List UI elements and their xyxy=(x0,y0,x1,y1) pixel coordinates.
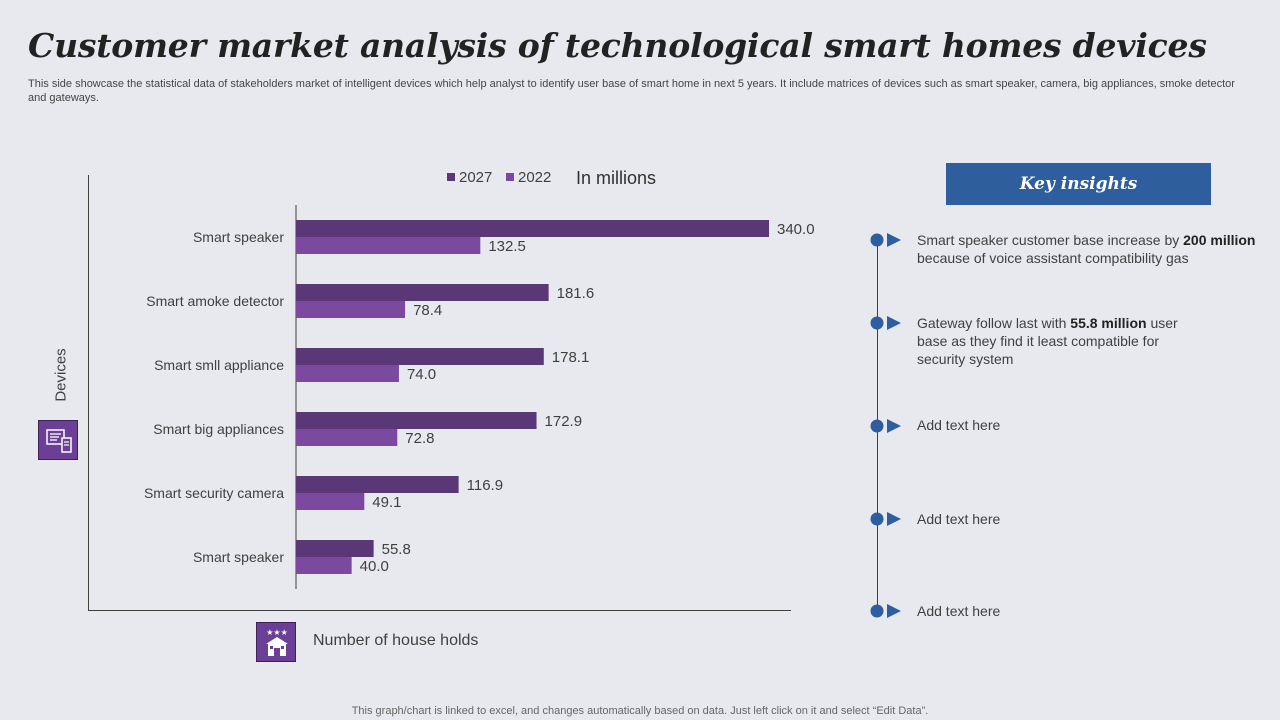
data-label-2027: 181.6 xyxy=(557,285,595,302)
data-label-2022: 78.4 xyxy=(413,302,442,319)
bar-2022 xyxy=(296,557,352,574)
timeline-bullet-icon xyxy=(870,232,904,248)
chart-frame-vertical xyxy=(88,175,89,611)
data-label-2027: 340.0 xyxy=(777,221,815,238)
data-label-2022: 132.5 xyxy=(488,238,526,255)
bar-2027 xyxy=(296,348,544,365)
bar-2027 xyxy=(296,476,459,493)
footer-note: This graph/chart is linked to excel, and… xyxy=(351,705,929,717)
data-label-2027: 116.9 xyxy=(467,477,503,494)
chart-frame-horizontal xyxy=(88,610,791,611)
page-title: Customer market analysis of technologica… xyxy=(28,26,1207,65)
bar-2022 xyxy=(296,493,365,510)
legend-label-2027: 2027 xyxy=(459,169,492,186)
bar-2027 xyxy=(296,284,549,301)
bar-2027 xyxy=(296,412,537,429)
timeline-bullet-icon xyxy=(870,603,904,619)
legend-label-2022: 2022 xyxy=(518,169,551,186)
bar-2027 xyxy=(296,220,769,237)
chart-title: In millions xyxy=(576,168,656,188)
insight-text: Smart speaker customer base increase by … xyxy=(917,232,1256,266)
house-icon: ★★★ xyxy=(256,622,296,662)
bar-2022 xyxy=(296,237,481,254)
devices-icon xyxy=(38,420,78,460)
insight-text: Gateway follow last with 55.8 million us… xyxy=(917,315,1178,367)
bar-2022 xyxy=(296,429,398,446)
category-label: Smart big appliances xyxy=(153,421,284,437)
x-axis-title: Number of house holds xyxy=(313,632,479,649)
key-insights-header: Key insights xyxy=(946,163,1211,205)
data-label-2022: 72.8 xyxy=(405,430,434,447)
bar-2027 xyxy=(296,540,374,557)
timeline-bullet-icon xyxy=(870,315,904,331)
category-label: Smart amoke detector xyxy=(146,293,284,309)
insight-text: Add text here xyxy=(917,511,1001,527)
category-label: Smart speaker xyxy=(193,549,284,565)
data-label-2022: 40.0 xyxy=(360,558,389,575)
timeline-bullet-icon xyxy=(870,418,904,434)
bar-2022 xyxy=(296,301,406,318)
category-label: Smart security camera xyxy=(144,485,284,501)
data-label-2022: 74.0 xyxy=(407,366,436,383)
svg-text:★★★: ★★★ xyxy=(266,628,288,637)
insight-text: Add text here xyxy=(917,417,1001,433)
page-subtitle: This side showcase the statistical data … xyxy=(28,78,1235,104)
category-label: Smart smll appliance xyxy=(154,357,284,373)
legend-swatch-2022 xyxy=(506,173,514,181)
timeline-bullet-icon xyxy=(870,511,904,527)
data-label-2027: 55.8 xyxy=(382,541,411,558)
legend-swatch-2027 xyxy=(447,173,455,181)
data-label-2027: 172.9 xyxy=(545,413,583,430)
data-label-2027: 178.1 xyxy=(552,349,590,366)
insight-text: Add text here xyxy=(917,603,1001,619)
bar-2022 xyxy=(296,365,399,382)
data-label-2022: 49.1 xyxy=(372,494,401,511)
category-label: Smart speaker xyxy=(193,229,284,245)
